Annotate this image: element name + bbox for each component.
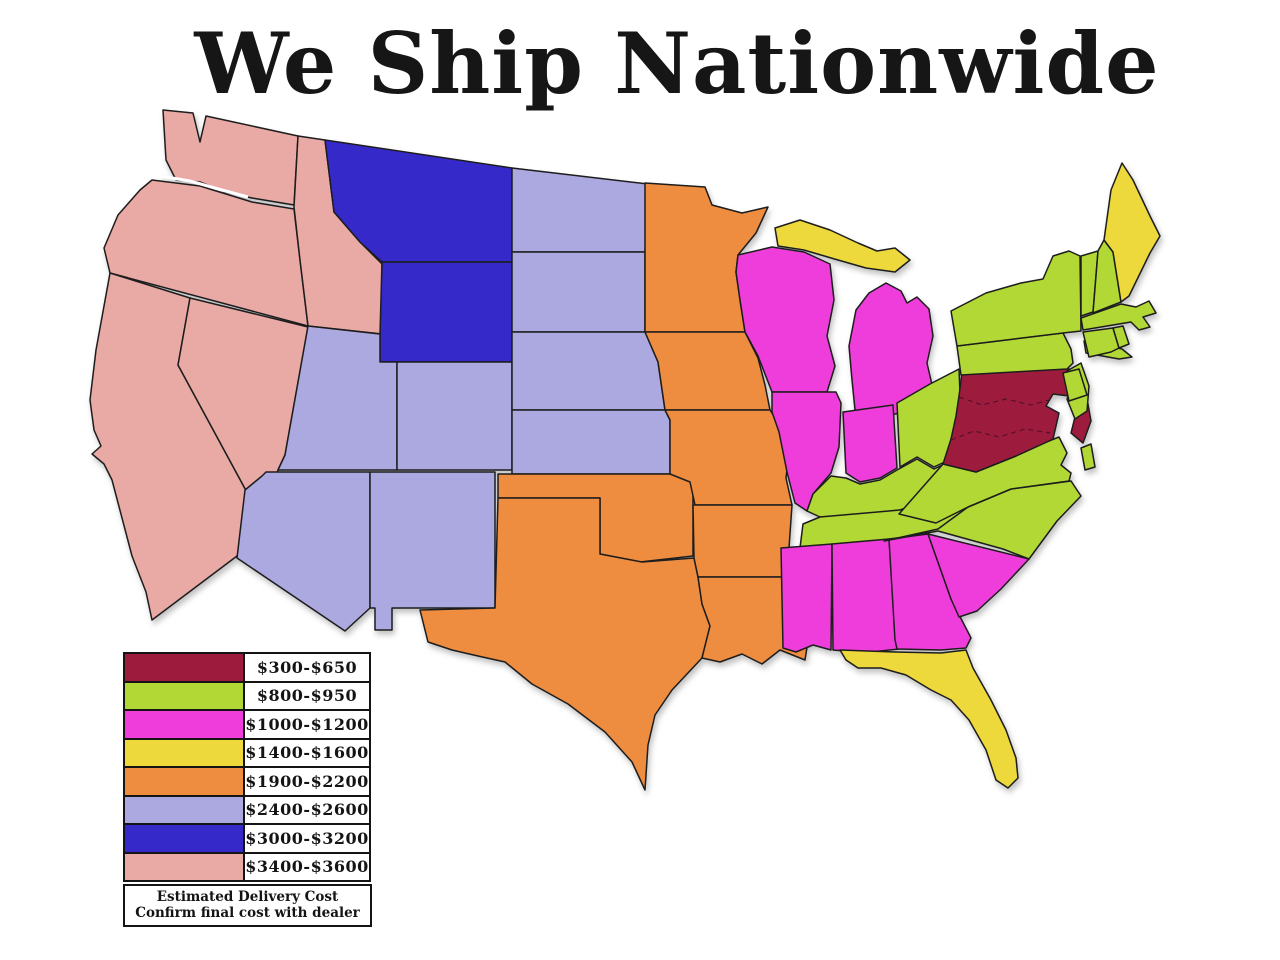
state-indiana <box>842 404 898 483</box>
state-virginia-eastern-shore <box>1080 443 1096 471</box>
legend-swatch-3400-3600 <box>123 851 245 882</box>
legend-label: $800-$950 <box>243 680 371 711</box>
legend-swatch-300-650 <box>123 652 245 683</box>
state-rhode-island <box>1112 325 1130 349</box>
map-states-group <box>89 109 1161 791</box>
state-new-mexico <box>369 471 496 631</box>
state-connecticut <box>1082 327 1120 358</box>
west-virginia-maryland-border-line <box>958 396 1053 406</box>
legend-row: $1000-$1200 <box>123 709 371 740</box>
state-arizona <box>236 471 371 632</box>
legend-swatch-1900-2200 <box>123 766 245 797</box>
columbia-river-line <box>159 174 249 199</box>
state-florida <box>839 649 1019 789</box>
legend-footer-line1: Estimated Delivery Cost <box>156 888 339 905</box>
legend-row: $3000-$3200 <box>123 823 371 854</box>
legend-row: $1900-$2200 <box>123 766 371 797</box>
state-massachusetts <box>1080 300 1157 331</box>
legend-swatch-3000-3200 <box>123 823 245 854</box>
legend-row: $3400-$3600 <box>123 851 371 882</box>
state-wisconsin <box>735 246 836 393</box>
state-delaware <box>1062 368 1088 402</box>
legend-label: $2400-$2600 <box>243 794 371 825</box>
legend-label: $1000-$1200 <box>243 709 371 740</box>
state-arkansas <box>692 504 793 578</box>
state-colorado <box>396 361 513 471</box>
legend-swatch-1400-1600 <box>123 737 245 768</box>
state-kansas <box>511 409 671 475</box>
legend-row: $2400-$2600 <box>123 794 371 825</box>
legend-label: $1900-$2200 <box>243 766 371 797</box>
state-wyoming <box>379 261 513 363</box>
state-maine <box>1103 162 1161 303</box>
legend-label: $3000-$3200 <box>243 823 371 854</box>
state-south-dakota <box>511 251 646 333</box>
state-texas <box>419 497 711 791</box>
page-title: We Ship Nationwide <box>194 14 1160 113</box>
state-north-carolina <box>883 480 1082 560</box>
state-mississippi <box>780 543 833 653</box>
legend-swatch-2400-2600 <box>123 794 245 825</box>
legend-footer: Estimated Delivery Cost Confirm final co… <box>123 883 372 928</box>
legend-label: $300-$650 <box>243 652 371 683</box>
legend-swatch-1000-1200 <box>123 709 245 740</box>
legend-row: $300-$650 <box>123 652 371 683</box>
state-alabama <box>831 538 900 665</box>
legend-swatch-800-950 <box>123 680 245 711</box>
state-washington <box>162 109 299 206</box>
legend-label: $3400-$3600 <box>243 851 371 882</box>
legend-row: $800-$950 <box>123 680 371 711</box>
state-new-york <box>950 250 1082 347</box>
state-north-dakota <box>511 167 649 253</box>
legend-row: $1400-$1600 <box>123 737 371 768</box>
legend-footer-line2: Confirm final cost with dealer <box>135 904 360 921</box>
state-nebraska <box>511 331 666 411</box>
state-michigan-upper-peninsula <box>774 219 911 273</box>
legend: $300-$650 $800-$950 $1000-$1200 $1400-$1… <box>123 652 371 882</box>
legend-label: $1400-$1600 <box>243 737 371 768</box>
